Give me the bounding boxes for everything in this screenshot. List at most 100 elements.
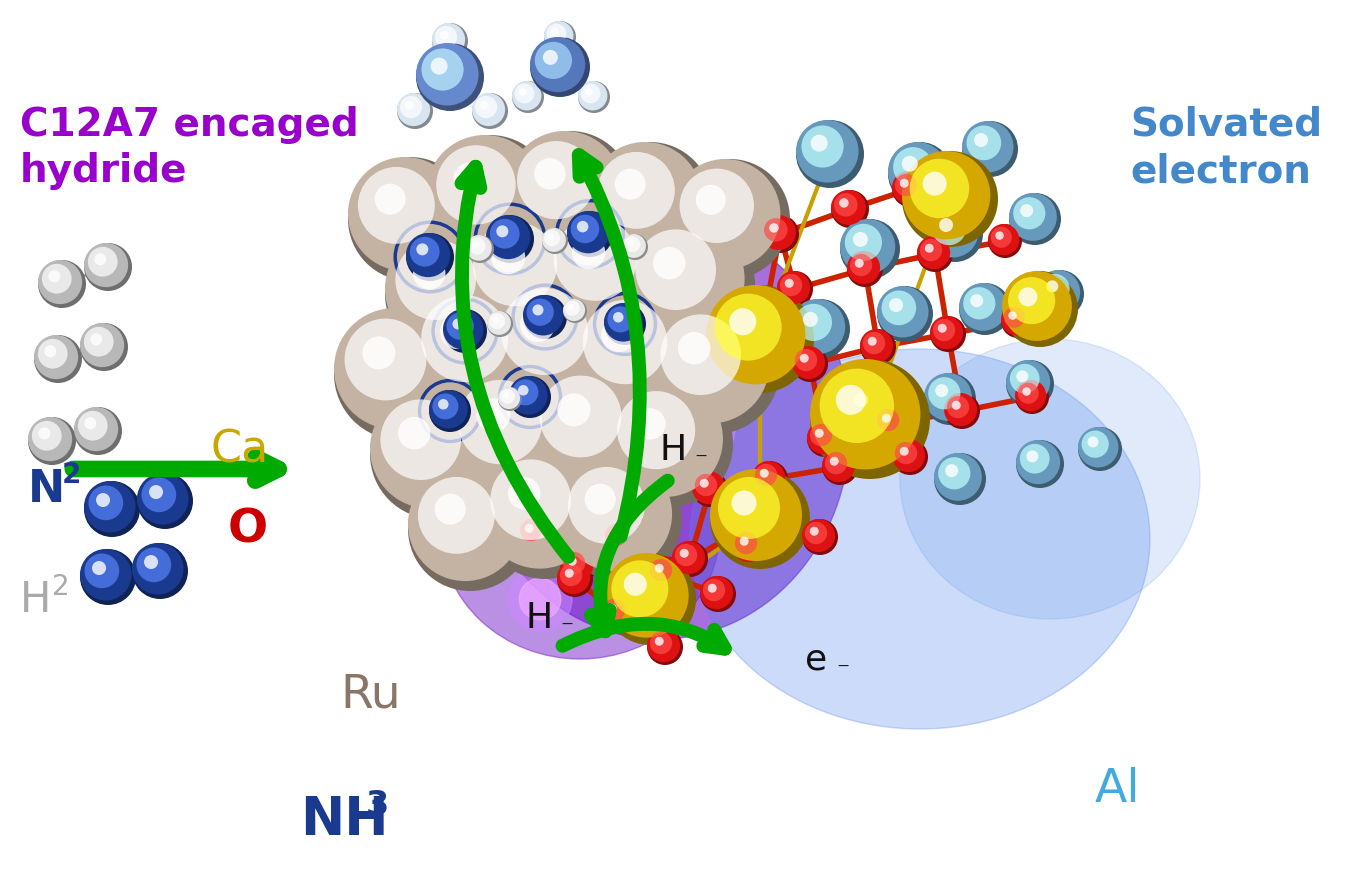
Circle shape [490, 220, 520, 249]
Circle shape [624, 237, 640, 253]
Circle shape [468, 238, 486, 255]
Circle shape [452, 319, 463, 330]
Circle shape [863, 333, 886, 355]
Circle shape [440, 314, 475, 349]
Circle shape [655, 637, 664, 646]
Circle shape [1008, 277, 1056, 325]
Circle shape [701, 576, 736, 612]
Circle shape [923, 373, 976, 426]
Circle shape [603, 304, 643, 342]
Text: H: H [20, 579, 51, 620]
Circle shape [846, 386, 882, 421]
Circle shape [929, 378, 960, 410]
Circle shape [963, 122, 1014, 173]
Circle shape [740, 537, 749, 546]
Circle shape [840, 220, 900, 280]
Circle shape [28, 418, 76, 465]
Circle shape [815, 429, 824, 438]
Circle shape [795, 349, 817, 371]
Circle shape [802, 520, 838, 556]
Circle shape [567, 212, 609, 254]
Circle shape [931, 212, 967, 246]
Circle shape [796, 121, 859, 184]
Circle shape [410, 284, 549, 425]
Circle shape [832, 191, 869, 229]
Circle shape [416, 44, 478, 106]
Circle shape [732, 529, 768, 565]
Circle shape [938, 457, 971, 490]
Text: ⁻: ⁻ [560, 617, 574, 641]
Circle shape [466, 235, 494, 263]
Circle shape [571, 215, 599, 244]
Circle shape [567, 212, 613, 258]
Circle shape [568, 305, 574, 311]
Circle shape [608, 382, 722, 497]
Circle shape [400, 97, 423, 119]
Circle shape [718, 478, 780, 539]
Circle shape [583, 300, 667, 385]
Circle shape [860, 329, 896, 365]
Circle shape [860, 329, 894, 363]
Circle shape [560, 550, 595, 586]
Text: H: H [660, 433, 687, 466]
Circle shape [649, 305, 780, 435]
Circle shape [732, 491, 756, 516]
Circle shape [603, 553, 697, 645]
Circle shape [840, 220, 895, 275]
Circle shape [520, 579, 560, 620]
Circle shape [540, 376, 621, 458]
Circle shape [398, 417, 431, 450]
Circle shape [855, 393, 868, 407]
Circle shape [489, 313, 505, 330]
Circle shape [544, 22, 576, 54]
Circle shape [1079, 428, 1119, 468]
Circle shape [695, 185, 726, 216]
Circle shape [508, 132, 622, 248]
Circle shape [487, 312, 513, 338]
Text: Al: Al [1095, 766, 1141, 811]
Circle shape [28, 418, 72, 462]
Circle shape [437, 399, 448, 410]
Circle shape [466, 235, 491, 262]
Circle shape [693, 471, 725, 505]
Circle shape [610, 529, 618, 538]
Circle shape [560, 565, 582, 587]
Circle shape [895, 175, 917, 197]
Circle shape [830, 457, 838, 466]
Circle shape [520, 308, 555, 342]
Circle shape [625, 220, 745, 339]
Circle shape [421, 49, 463, 91]
Circle shape [732, 529, 765, 563]
Circle shape [608, 307, 633, 333]
Circle shape [38, 340, 68, 369]
Circle shape [408, 467, 522, 581]
Circle shape [34, 335, 78, 379]
Circle shape [381, 400, 460, 480]
Circle shape [805, 522, 828, 544]
Circle shape [945, 464, 958, 478]
FancyArrowPatch shape [73, 457, 278, 481]
Circle shape [653, 248, 686, 280]
Circle shape [142, 478, 177, 513]
Circle shape [922, 172, 946, 197]
Circle shape [472, 241, 479, 248]
Circle shape [42, 264, 72, 294]
Circle shape [508, 567, 572, 631]
Text: N: N [28, 468, 65, 511]
FancyArrowPatch shape [591, 481, 668, 631]
Circle shape [902, 156, 918, 173]
Circle shape [416, 244, 428, 256]
Circle shape [799, 355, 809, 363]
Circle shape [563, 299, 585, 321]
Circle shape [617, 392, 695, 470]
Circle shape [554, 219, 637, 301]
Circle shape [944, 393, 980, 429]
Circle shape [541, 229, 568, 255]
Circle shape [436, 146, 516, 226]
Circle shape [892, 440, 927, 476]
Circle shape [622, 234, 645, 259]
Circle shape [443, 310, 487, 354]
Circle shape [572, 236, 605, 270]
Circle shape [486, 216, 531, 260]
Circle shape [670, 160, 790, 280]
